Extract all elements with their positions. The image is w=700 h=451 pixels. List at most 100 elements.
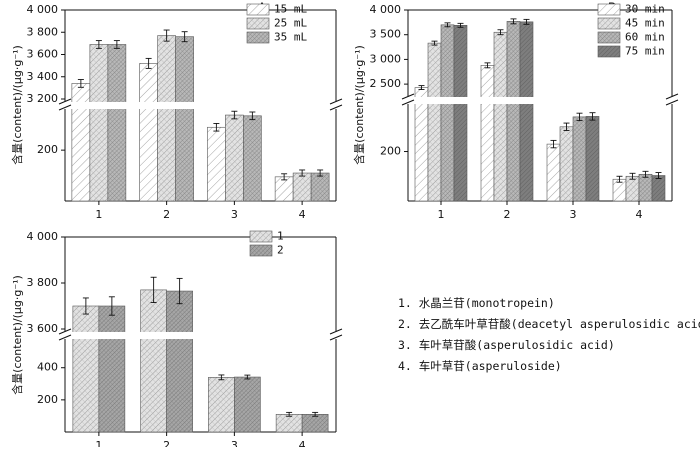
panel-a: 3 200 3 400 3 600 3 800 4 000 200 含量(content)/… [10, 1, 344, 221]
bar [175, 36, 194, 202]
bar [225, 114, 244, 202]
panel-b: 2 500 3 000 3 500 4 000 200 含量(content)/(μg·g… [352, 1, 680, 221]
x-tick-label: 1 [95, 208, 102, 221]
bar [585, 116, 600, 202]
y-tick-label: 4 000 [27, 3, 59, 16]
axis-break-mark [58, 334, 72, 341]
bar [139, 63, 158, 202]
axis-break-mark [401, 93, 415, 100]
compound-3-label: 3. 车叶草苷酸(asperulosidic acid) [398, 338, 615, 352]
y-tick-label: 3 800 [27, 276, 59, 289]
legend-label: 60 min [625, 31, 665, 44]
y-tick-label: 200 [37, 143, 58, 156]
x-tick-label: 3 [231, 439, 238, 447]
bar [414, 87, 429, 202]
legend-label: 30 min [625, 3, 665, 16]
x-tick-label: 4 [299, 439, 306, 447]
x-tick-label: 2 [163, 439, 170, 447]
bar [480, 65, 495, 202]
legend-swatch [246, 31, 270, 44]
axis-break-mark [329, 328, 343, 335]
y-axis-label: 含量(content)/(μg·g⁻¹) [10, 45, 24, 165]
legend-label: 25 mL [274, 17, 307, 30]
legend-label: 2 [277, 244, 284, 257]
compound-legend: 1. 水晶兰苷(monotropein) 2. 去乙酰车叶草苷酸(deacety… [398, 293, 700, 377]
bar [208, 377, 235, 433]
axis-break-mark [329, 334, 343, 341]
y-tick-label: 400 [37, 361, 58, 374]
bar [559, 126, 574, 202]
y-axis-label: 含量(content)/(μg·g⁻¹) [352, 45, 366, 165]
y-tick-label: 3 500 [370, 28, 402, 41]
bar [89, 44, 109, 202]
bar [274, 176, 294, 202]
bar [234, 376, 261, 433]
x-tick-label: 1 [438, 208, 445, 221]
axis-break-mark [58, 328, 72, 335]
legend-label: 35 mL [274, 31, 307, 44]
axis-break-gap [57, 332, 344, 339]
x-tick-label: 2 [163, 208, 170, 221]
y-tick-label: 200 [37, 393, 58, 406]
bar [71, 83, 91, 202]
legend-label: 45 min [625, 17, 665, 30]
legend-swatch [597, 3, 621, 16]
axis-break-mark [58, 98, 72, 105]
legend-swatch [246, 3, 270, 16]
bar [427, 42, 442, 202]
bar [243, 115, 262, 202]
y-tick-label: 200 [380, 145, 401, 158]
y-tick-label: 3 400 [27, 70, 59, 83]
x-tick-label: 4 [299, 208, 306, 221]
bar [207, 126, 226, 202]
bar [107, 44, 127, 202]
x-tick-label: 2 [504, 208, 511, 221]
compound-1-label: 1. 水晶兰苷(monotropein) [398, 296, 555, 310]
axis-break-gap [400, 97, 680, 104]
bar [72, 305, 100, 433]
y-tick-label: 3 000 [370, 52, 402, 65]
bar [166, 290, 193, 433]
legend-swatch [249, 230, 273, 243]
bar [310, 172, 330, 202]
bar [638, 173, 653, 202]
axis-break-mark [665, 99, 679, 106]
y-tick-label: 3 600 [27, 322, 59, 335]
bar [275, 414, 303, 433]
bar [493, 31, 508, 202]
bar [546, 143, 561, 202]
x-tick-label: 1 [95, 439, 102, 447]
panel-c: 3 600 3 800 4 000 200 400 含量(content)/(μg·g⁻¹… [10, 230, 344, 451]
axis-break-mark [329, 104, 343, 111]
legend-swatch [249, 244, 273, 257]
axis-break-mark [329, 98, 343, 105]
y-tick-label: 4 000 [370, 3, 402, 16]
x-tick-label: 3 [570, 208, 577, 221]
y-axis-label: 含量(content)/(μg·g⁻¹) [10, 275, 24, 395]
y-tick-label: 3 600 [27, 48, 59, 61]
bar [625, 175, 640, 202]
bar [519, 21, 534, 202]
bar [651, 175, 666, 202]
y-tick-label: 3 200 [27, 92, 59, 105]
bar [98, 305, 126, 433]
compound-2-label: 2. 去乙酰车叶草苷酸(deacetyl asperulosidic acid) [398, 317, 700, 331]
axis-break-mark [58, 104, 72, 111]
legend-label: 15 mL [274, 3, 307, 16]
bar [301, 414, 329, 433]
bar [440, 24, 455, 202]
x-tick-label: 3 [231, 208, 238, 221]
legend-swatch [597, 17, 621, 30]
bar [572, 116, 587, 202]
bar [157, 35, 176, 202]
y-tick-label: 4 000 [27, 230, 59, 243]
axis-break-gap [57, 102, 344, 109]
axis-break-mark [665, 93, 679, 100]
legend-swatch [597, 45, 621, 58]
bar [453, 25, 468, 202]
compound-4-label: 4. 车叶草苷(asperuloside) [398, 359, 562, 373]
x-tick-label: 4 [636, 208, 643, 221]
axis-break-mark [401, 99, 415, 106]
